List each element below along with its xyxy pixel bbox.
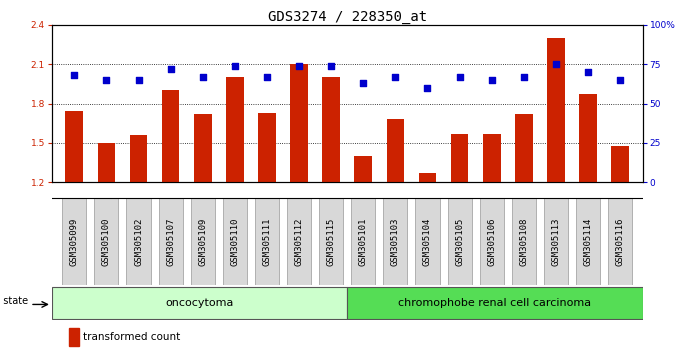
Text: GSM305102: GSM305102 [134, 217, 143, 266]
Bar [576, 198, 600, 285]
Bar [290, 64, 308, 182]
Bar [512, 198, 536, 285]
Point [69, 72, 80, 78]
Bar [419, 173, 436, 182]
Text: disease state: disease state [0, 296, 28, 306]
Bar [347, 287, 643, 319]
Point [229, 63, 240, 69]
Point [261, 74, 272, 80]
Point [101, 77, 112, 83]
Point [325, 63, 337, 69]
Bar [162, 90, 180, 182]
Text: GSM305101: GSM305101 [359, 217, 368, 266]
Bar [386, 119, 404, 182]
Text: GSM305104: GSM305104 [423, 217, 432, 266]
Bar [62, 198, 86, 285]
Text: chromophobe renal cell carcinoma: chromophobe renal cell carcinoma [399, 298, 591, 308]
Bar [191, 198, 215, 285]
Bar [612, 145, 629, 182]
Text: GSM305103: GSM305103 [391, 217, 400, 266]
Bar [258, 113, 276, 182]
Bar [547, 38, 565, 182]
Bar [97, 143, 115, 182]
Text: GSM305113: GSM305113 [551, 217, 560, 266]
Bar [130, 135, 147, 182]
Text: GSM305107: GSM305107 [166, 217, 175, 266]
Point [518, 74, 529, 80]
Text: GSM305099: GSM305099 [70, 217, 79, 266]
Text: GSM305100: GSM305100 [102, 217, 111, 266]
Text: GSM305115: GSM305115 [327, 217, 336, 266]
Text: transformed count: transformed count [83, 332, 180, 342]
Point [358, 80, 369, 86]
Bar [483, 134, 500, 182]
Text: GSM305110: GSM305110 [230, 217, 239, 266]
Bar [319, 198, 343, 285]
Bar [68, 328, 79, 346]
Bar [480, 198, 504, 285]
Bar [126, 198, 151, 285]
Bar [322, 77, 340, 182]
Bar [608, 198, 632, 285]
Bar [255, 198, 279, 285]
Bar [544, 198, 568, 285]
Point [614, 77, 625, 83]
Title: GDS3274 / 228350_at: GDS3274 / 228350_at [267, 10, 427, 24]
Bar [66, 112, 83, 182]
Bar [515, 114, 533, 182]
Bar [351, 198, 375, 285]
Text: oncocytoma: oncocytoma [165, 298, 234, 308]
Bar [226, 77, 244, 182]
Point [165, 66, 176, 72]
Point [197, 74, 208, 80]
Text: GSM305105: GSM305105 [455, 217, 464, 266]
Bar [287, 198, 311, 285]
Text: GSM305109: GSM305109 [198, 217, 207, 266]
Bar [354, 156, 372, 182]
Point [486, 77, 498, 83]
Text: GSM305112: GSM305112 [294, 217, 303, 266]
Bar [159, 198, 182, 285]
Bar [415, 198, 439, 285]
Bar [579, 95, 597, 182]
Bar [52, 287, 347, 319]
Text: GSM305106: GSM305106 [487, 217, 496, 266]
Bar [223, 198, 247, 285]
Bar [194, 114, 211, 182]
Text: GSM305116: GSM305116 [616, 217, 625, 266]
Point [551, 61, 562, 67]
Point [583, 69, 594, 75]
Point [390, 74, 401, 80]
Point [454, 74, 465, 80]
Bar [451, 134, 468, 182]
Bar [384, 198, 408, 285]
Text: GSM305114: GSM305114 [583, 217, 593, 266]
Bar [95, 198, 118, 285]
Text: GSM305108: GSM305108 [520, 217, 529, 266]
Bar [448, 198, 472, 285]
Point [294, 63, 305, 69]
Text: GSM305111: GSM305111 [263, 217, 272, 266]
Point [422, 85, 433, 91]
Point [133, 77, 144, 83]
